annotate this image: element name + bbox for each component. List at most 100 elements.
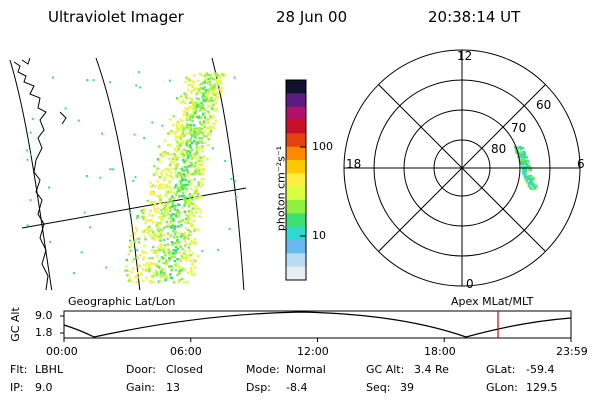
aurora-pixel [181, 166, 184, 169]
lat-label-70: 70 [511, 121, 527, 135]
aurora-pixel [145, 262, 149, 266]
aurora-pixel [533, 185, 536, 188]
aurora-pixel [206, 127, 209, 130]
aurora-pixel [195, 148, 198, 151]
aurora-pixel [185, 166, 188, 169]
aurora-pixel [207, 82, 211, 85]
aurora-pixel [211, 103, 215, 106]
aurora-pixel [190, 268, 193, 271]
aurora-pixel [196, 157, 199, 160]
aurora-pixel [130, 280, 133, 283]
aurora-pixel [187, 254, 191, 257]
aurora-pixel [528, 177, 532, 180]
aurora-pixel [185, 259, 188, 262]
aurora-pixel [167, 248, 171, 251]
aurora-pixel [183, 237, 186, 240]
aurora-pixel [203, 141, 206, 145]
aurora-pixel [198, 129, 201, 133]
aurora-pixel [197, 141, 200, 144]
mlt-label-18: 18 [346, 157, 362, 171]
aurora-pixel [152, 221, 155, 224]
aurora-pixel [164, 275, 167, 279]
aurora-pixel [143, 244, 146, 247]
aurora-pixel [183, 210, 186, 213]
aurora-pixel [163, 214, 166, 217]
aurora-pixel [171, 217, 175, 221]
aurora-pixel [211, 107, 214, 110]
aurora-pixel [143, 235, 147, 238]
aurora-pixel [138, 254, 142, 257]
aurora-pixel [206, 133, 210, 136]
aurora-pixel [186, 201, 189, 205]
aurora-pixel [198, 127, 201, 130]
aurora-pixel [172, 192, 176, 195]
aurora-pixel [151, 257, 154, 260]
aurora-pixel [200, 137, 204, 140]
aurora-pixel [109, 81, 112, 84]
aurora-pixel [159, 271, 162, 274]
aurora-pixel [130, 244, 133, 247]
ip-label: IP: [10, 381, 24, 394]
aurora-pixel [158, 231, 162, 235]
aurora-pixel [195, 210, 198, 214]
mlt-label-12: 12 [457, 49, 473, 63]
aurora-pixel [184, 199, 187, 202]
aurora-pixel [197, 167, 200, 170]
aurora-pixel [207, 88, 210, 91]
aurora-pixel [201, 92, 205, 95]
aurora-pixel [217, 80, 220, 83]
aurora-pixel [181, 158, 185, 162]
aurora-pixel [197, 147, 200, 150]
aurora-pixel [182, 256, 186, 259]
aurora-pixel [183, 231, 187, 235]
aurora-pixel [519, 146, 523, 149]
aurora-pixel [167, 251, 170, 255]
aurora-pixel [528, 169, 531, 172]
aurora-pixel [155, 184, 158, 188]
aurora-pixel [92, 79, 95, 82]
aurora-pixel [176, 145, 179, 148]
aurora-pixel [176, 273, 179, 277]
aurora-pixel [191, 89, 194, 92]
aurora-pixel [200, 195, 203, 199]
aurora-pixel [177, 220, 180, 224]
aurora-pixel [48, 186, 50, 189]
aurora-pixel [169, 197, 172, 201]
aurora-pixel [212, 126, 216, 130]
aurora-pixel [156, 180, 159, 183]
aurora-pixel [163, 202, 167, 205]
aurora-pixel [216, 92, 219, 95]
aurora-pixel [170, 153, 173, 156]
aurora-pixel [206, 121, 209, 125]
aurora-pixel [168, 206, 172, 210]
aurora-pixel [174, 249, 178, 252]
aurora-pixel [158, 215, 161, 219]
aurora-pixel [176, 241, 179, 244]
aurora-pixel [186, 209, 190, 212]
aurora-pixel [180, 173, 184, 176]
aurora-pixel [176, 235, 179, 238]
aurora-pixel [195, 150, 199, 153]
aurora-pixel [198, 195, 201, 198]
glon-label: GLon: [486, 381, 518, 394]
aurora-pixel [173, 208, 177, 211]
aurora-pixel [179, 220, 182, 223]
aurora-pixel [197, 184, 200, 187]
aurora-pixel [189, 192, 192, 196]
aurora-pixel [200, 127, 204, 131]
aurora-pixel [190, 198, 194, 201]
aurora-pixel [524, 179, 527, 182]
aurora-pixel [164, 176, 167, 179]
aurora-pixel [146, 199, 149, 203]
aurora-pixel [200, 140, 203, 144]
aurora-pixel [156, 236, 159, 240]
colorbar-band [286, 173, 306, 188]
aurora-pixel [179, 225, 182, 228]
aurora-pixel [148, 225, 151, 229]
aurora-pixel [527, 175, 530, 178]
aurora-pixel [173, 227, 176, 230]
dsp-label: Dsp: [246, 381, 271, 394]
aurora-pixel [196, 254, 199, 258]
aurora-pixel [193, 266, 197, 269]
aurora-pixel [161, 124, 164, 127]
